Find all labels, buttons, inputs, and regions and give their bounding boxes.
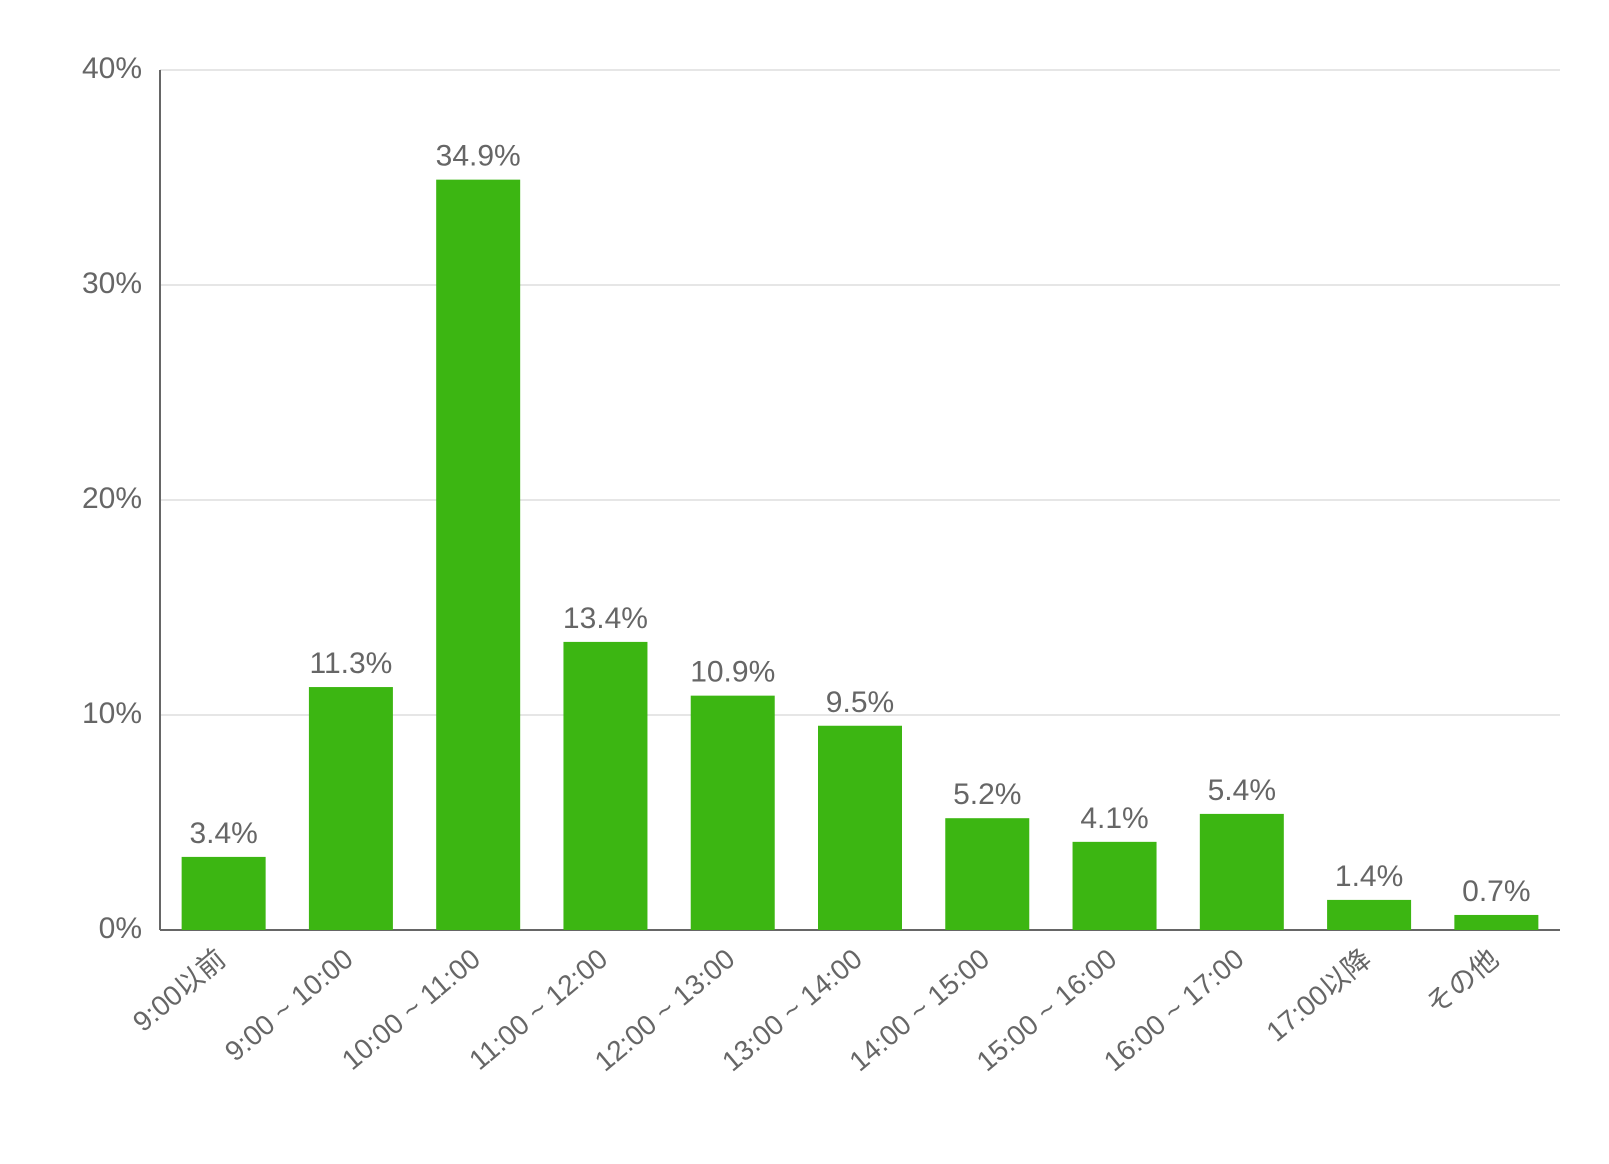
- bar-value-label: 34.9%: [436, 140, 521, 173]
- y-tick-label: 0%: [99, 912, 142, 945]
- bar: [945, 818, 1029, 930]
- y-tick-label: 40%: [82, 52, 142, 85]
- bar-value-label: 9.5%: [826, 686, 894, 719]
- chart-svg: 0%10%20%30%40%3.4%9:00以前11.3%9:00 ~ 10:0…: [0, 0, 1609, 1164]
- bar: [182, 857, 266, 930]
- y-tick-label: 10%: [82, 697, 142, 730]
- bar-value-label: 5.4%: [1208, 774, 1276, 807]
- bar-value-label: 10.9%: [690, 656, 775, 689]
- bar-value-label: 0.7%: [1462, 875, 1530, 908]
- bar: [818, 726, 902, 930]
- bar-value-label: 5.2%: [953, 778, 1021, 811]
- y-tick-label: 20%: [82, 482, 142, 515]
- bar: [436, 180, 520, 930]
- bar: [691, 696, 775, 930]
- bar-chart: 0%10%20%30%40%3.4%9:00以前11.3%9:00 ~ 10:0…: [0, 0, 1609, 1164]
- bar: [309, 687, 393, 930]
- bar: [1327, 900, 1411, 930]
- bar-value-label: 4.1%: [1080, 802, 1148, 835]
- bar-value-label: 1.4%: [1335, 860, 1403, 893]
- bar: [563, 642, 647, 930]
- bar-value-label: 3.4%: [189, 817, 257, 850]
- bar: [1200, 814, 1284, 930]
- bar: [1454, 915, 1538, 930]
- bar: [1073, 842, 1157, 930]
- bar-value-label: 11.3%: [309, 647, 392, 680]
- y-tick-label: 30%: [82, 267, 142, 300]
- bar-value-label: 13.4%: [563, 602, 648, 635]
